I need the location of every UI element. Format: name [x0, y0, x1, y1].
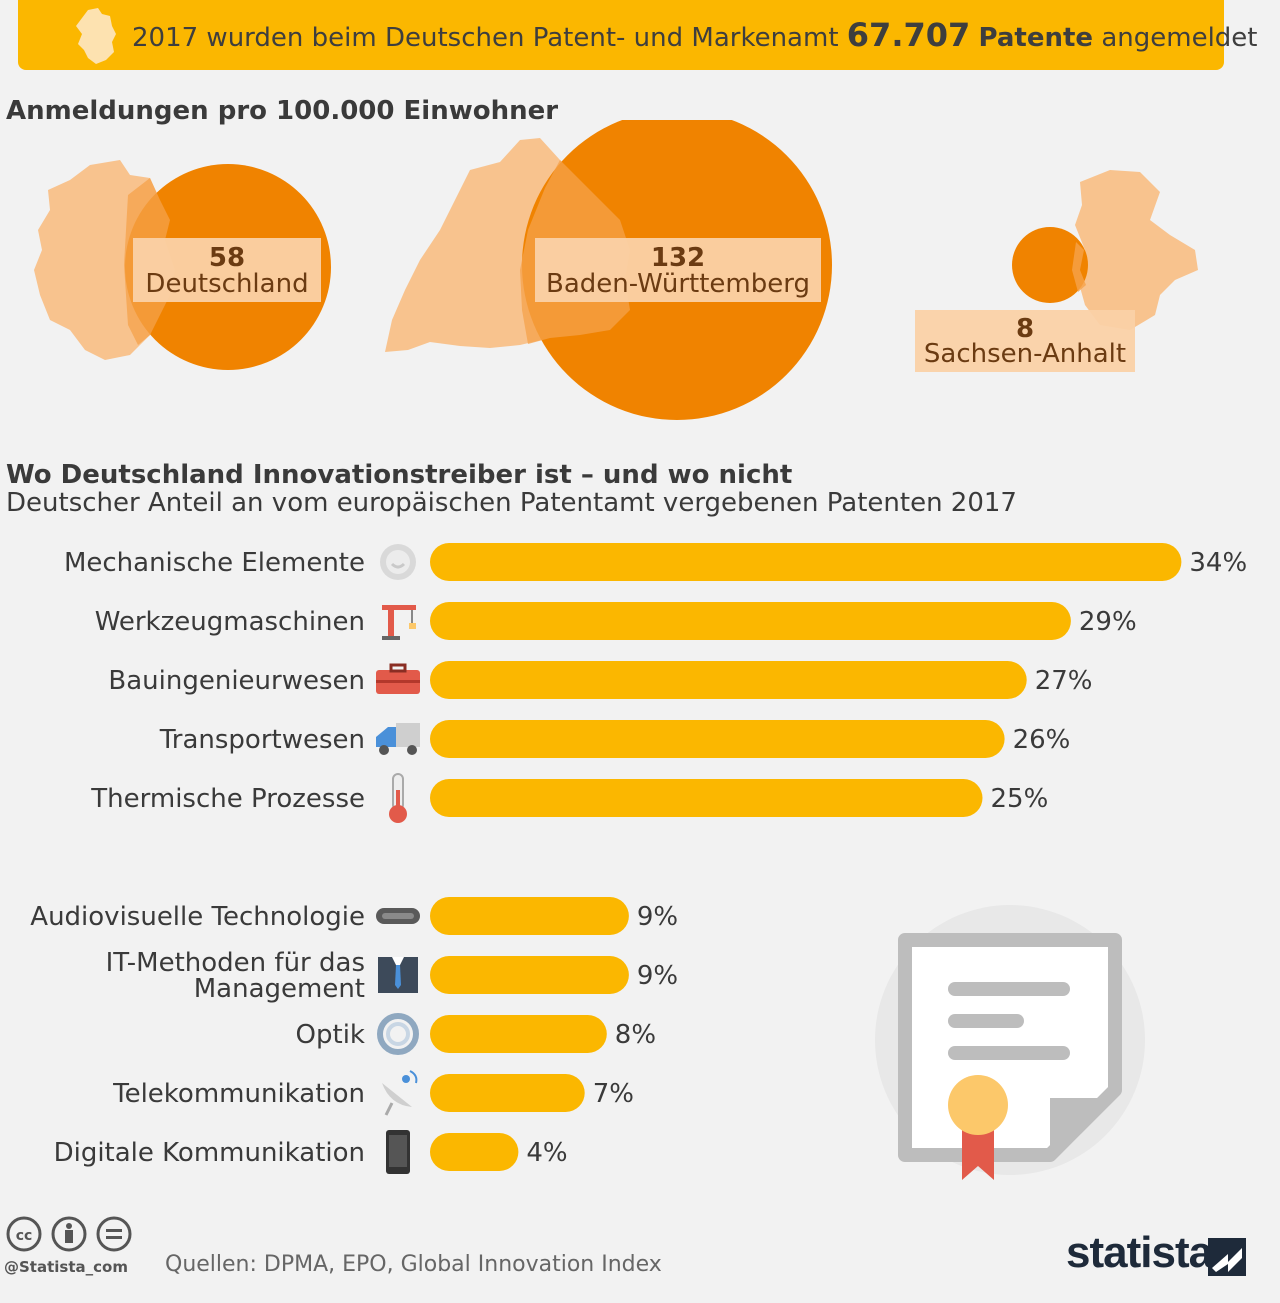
bubble-label-bg — [535, 238, 821, 302]
bubble-deutschland: 58 Deutschland — [34, 160, 331, 370]
bar-row: Mechanische Elemente 34% — [64, 543, 1247, 581]
category-label: IT-Methoden für das Management — [106, 948, 365, 1004]
bar-chart: Mechanische Elemente 34% Werkzeugmaschinen… — [30, 543, 1247, 1180]
category-label: Mechanische Elemente — [64, 548, 365, 578]
value-label: 27% — [1035, 666, 1093, 696]
headline-banner: 2017 wurden beim Deutschen Patent- und M… — [18, 0, 1258, 70]
bar-row: Bauingenieurwesen 27% — [108, 661, 1092, 699]
bubble-value: 8 — [1016, 314, 1034, 344]
bar-row: Thermische Prozesse 25% — [90, 773, 1049, 823]
value-label: 7% — [593, 1079, 634, 1109]
sachsen-anhalt-map-icon — [1075, 170, 1198, 330]
bubble-baden-wuerttemberg: 132 Baden-Württemberg — [385, 120, 832, 420]
bar — [430, 1074, 585, 1112]
category-label: Transportwesen — [159, 725, 365, 755]
headline-suffix: angemeldet — [1101, 23, 1258, 53]
value-label: 8% — [615, 1020, 656, 1050]
crane-icon — [382, 605, 416, 640]
bubble-label-bg — [915, 310, 1135, 372]
category-label: Digitale Kommunikation — [54, 1138, 365, 1168]
satellite-dish-icon — [382, 1070, 418, 1116]
thermometer-icon — [389, 773, 407, 823]
bar — [430, 1133, 519, 1171]
bar — [430, 897, 629, 935]
category-label: Audiovisuelle Technologie — [30, 902, 365, 932]
value-label: 26% — [1013, 725, 1071, 755]
bar — [430, 1015, 607, 1053]
bar-row: Digitale Kommunikation 4% — [54, 1130, 568, 1174]
svg-text:cc: cc — [16, 1228, 33, 1244]
toolbox-icon — [376, 663, 420, 694]
bar — [430, 720, 1005, 758]
category-label: Thermische Prozesse — [90, 784, 365, 814]
bubble-label-bg — [133, 238, 321, 302]
console-icon — [376, 908, 420, 924]
section2-subtitle: Deutscher Anteil an vom europäischen Pat… — [6, 488, 1017, 518]
category-label: Optik — [296, 1020, 365, 1050]
bubble-chart: 58 Deutschland 132 Baden-Württemberg 8 S… — [34, 120, 1198, 420]
no-derivatives-icon — [96, 1216, 132, 1252]
smartphone-icon — [386, 1130, 410, 1174]
bubble-sachsen-anhalt: 8 Sachsen-Anhalt — [915, 170, 1198, 372]
value-label: 25% — [991, 784, 1049, 814]
statista-handle: @Statista_com — [4, 1258, 128, 1276]
bar — [430, 543, 1182, 581]
cc-icon: cc — [6, 1216, 42, 1252]
bubble-value: 58 — [209, 243, 245, 273]
germany-map-icon — [76, 8, 116, 64]
value-label: 29% — [1079, 607, 1137, 637]
value-label: 9% — [637, 902, 678, 932]
value-label: 4% — [526, 1138, 567, 1168]
certificate-icon — [875, 905, 1145, 1180]
bar-row: IT-Methoden für das Management 9% — [106, 948, 679, 1004]
bar — [430, 602, 1071, 640]
bar-row: Audiovisuelle Technologie 9% — [30, 897, 678, 935]
attribution-icon — [51, 1216, 87, 1252]
bubble-circle-sachsen-anhalt — [1012, 227, 1088, 303]
headline-bold-word: Patente — [978, 23, 1094, 53]
headline-prefix: 2017 wurden beim Deutschen Patent- und M… — [132, 23, 839, 53]
headline-number: 67.707 — [846, 16, 971, 54]
bar-row: Werkzeugmaschinen 29% — [95, 602, 1137, 640]
bubble-label: Sachsen-Anhalt — [924, 339, 1126, 369]
headline-text: 2017 wurden beim Deutschen Patent- und M… — [132, 0, 1258, 70]
bar-row: Optik 8% — [296, 1013, 656, 1055]
gear-icon — [380, 544, 416, 580]
bubble-label: Baden-Württemberg — [546, 269, 810, 299]
bar-row: Transportwesen 26% — [159, 720, 1071, 758]
statista-logo: statista — [1066, 1228, 1213, 1277]
value-label: 34% — [1189, 548, 1247, 578]
truck-icon — [376, 723, 420, 755]
category-label: Telekommunikation — [112, 1079, 365, 1109]
suit-icon — [378, 957, 418, 993]
bar — [430, 956, 629, 994]
source-text: Quellen: DPMA, EPO, Global Innovation In… — [165, 1252, 662, 1277]
statista-logo-icon — [1208, 1238, 1246, 1276]
bar-row: Telekommunikation 7% — [112, 1070, 634, 1116]
bar — [430, 779, 983, 817]
value-label: 9% — [637, 961, 678, 991]
bubble-label: Deutschland — [145, 269, 308, 299]
lens-icon — [377, 1013, 419, 1055]
section2-title: Wo Deutschland Innovationstreiber ist – … — [6, 460, 793, 490]
cc-license-icons: cc — [6, 1216, 132, 1252]
category-label: Bauingenieurwesen — [108, 666, 365, 696]
bubble-value: 132 — [651, 243, 705, 273]
category-label: Werkzeugmaschinen — [95, 607, 365, 637]
section1-title: Anmeldungen pro 100.000 Einwohner — [6, 96, 559, 126]
bar — [430, 661, 1027, 699]
